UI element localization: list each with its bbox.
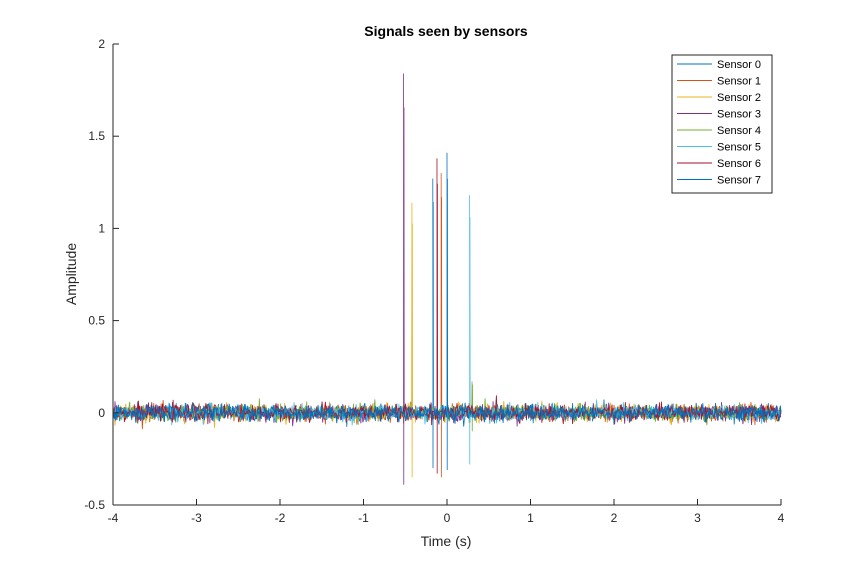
- x-ticks: -4 -3 -2 -1 0 1 2 3 4: [108, 499, 785, 525]
- y-tick-label: -0.5: [84, 498, 105, 512]
- plot-lines: [112, 73, 782, 485]
- legend-label: Sensor 1: [717, 76, 761, 88]
- legend-label: Sensor 4: [717, 125, 761, 137]
- y-tick-label: 1.5: [88, 129, 105, 143]
- y-tick-label: 0.5: [88, 314, 105, 328]
- x-tick-label: 0: [444, 511, 451, 525]
- legend-label: Sensor 0: [717, 59, 761, 71]
- legend-box: [671, 54, 773, 194]
- x-tick-label: -4: [108, 511, 119, 525]
- legend-label: Sensor 7: [717, 175, 761, 187]
- y-ticks: -0.5 0 0.5 1 1.5 2: [84, 37, 119, 512]
- y-tick-label: 1: [98, 221, 105, 235]
- chart-title: Signals seen by sensors: [364, 23, 528, 39]
- x-tick-label: 4: [778, 511, 785, 525]
- y-tick-label: 2: [98, 37, 105, 51]
- x-tick-label: 2: [611, 511, 618, 525]
- x-tick-label: 3: [694, 511, 701, 525]
- y-tick-label: 0: [98, 406, 105, 420]
- series-line-sensor-7: [112, 152, 782, 470]
- legend-label: Sensor 3: [717, 109, 761, 121]
- x-tick-label: -2: [275, 511, 286, 525]
- x-tick-label: -1: [358, 511, 369, 525]
- legend-label: Sensor 5: [717, 142, 761, 154]
- x-tick-label: 1: [527, 511, 534, 525]
- y-axis-label: Amplitude: [63, 243, 79, 305]
- legend-label: Sensor 6: [717, 158, 761, 170]
- legend: Sensor 0 Sensor 1 Sensor 2 Sensor 3 Sensor 4…: [671, 54, 773, 194]
- x-axis-label: Time (s): [421, 533, 472, 549]
- legend-label: Sensor 2: [717, 92, 761, 104]
- x-tick-label: -3: [191, 511, 202, 525]
